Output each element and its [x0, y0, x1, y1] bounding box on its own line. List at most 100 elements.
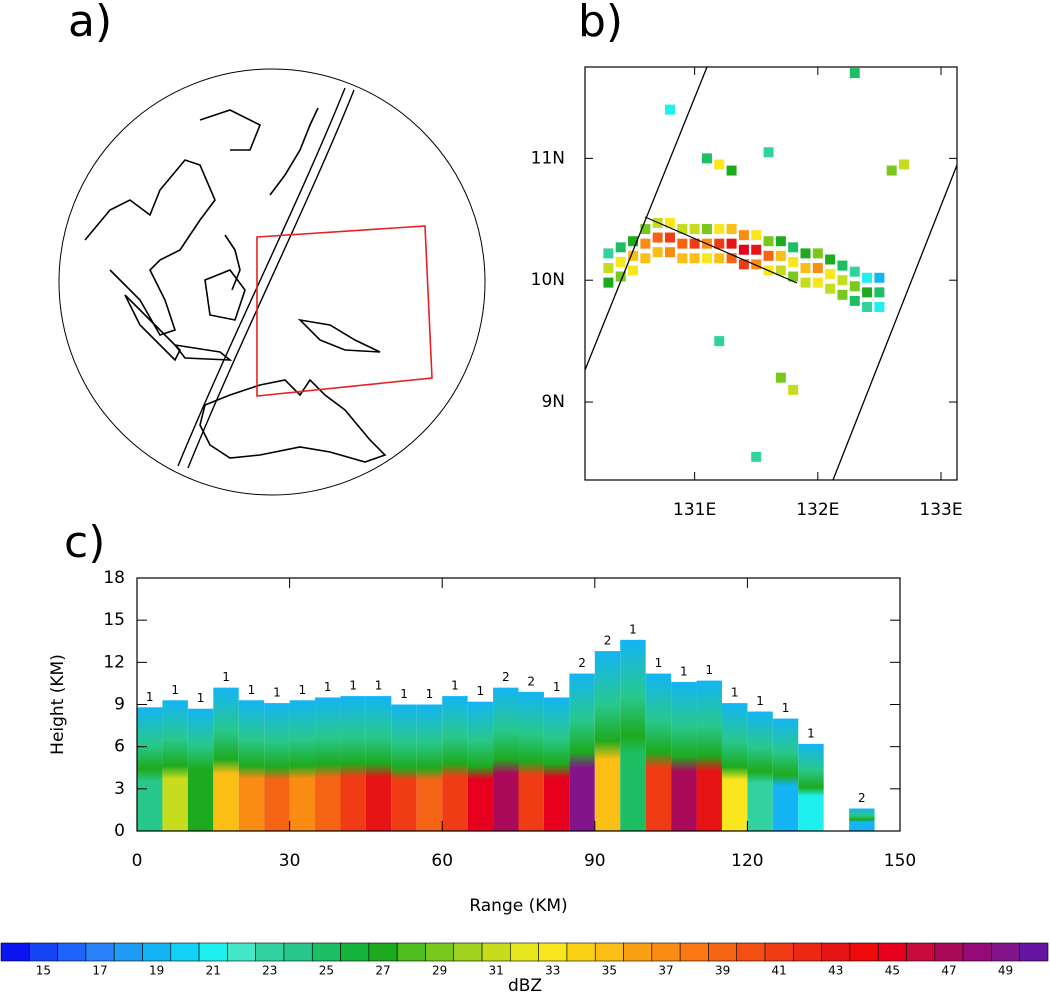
colorbar-box [198, 942, 228, 962]
colorbar-box [538, 942, 568, 962]
x-tick-label: 90 [584, 851, 606, 871]
column [493, 687, 519, 831]
colorbar-box [934, 942, 964, 962]
colorbar-box [991, 942, 1021, 962]
column [620, 639, 646, 831]
radar-cell [615, 256, 626, 267]
radar-cell [800, 277, 811, 288]
radar-cell [825, 269, 836, 280]
colorbar-box [708, 942, 738, 962]
radar-cell [701, 224, 712, 235]
count-label: 1 [146, 690, 154, 704]
count-label: 1 [680, 665, 688, 679]
y-tick-label: 0 [114, 821, 125, 841]
colorbar-box [142, 942, 172, 962]
radar-cell [652, 247, 663, 258]
swath-edge [832, 164, 957, 480]
y-tick-label: 9 [114, 695, 125, 715]
count-label: 1 [451, 679, 459, 693]
radar-cell [677, 224, 688, 235]
radar-cell [615, 242, 626, 253]
panel-label: c) [64, 517, 105, 568]
count-label: 1 [553, 680, 561, 694]
radar-cell [628, 265, 639, 276]
colorbar-box [453, 942, 483, 962]
column [391, 704, 417, 831]
colorbar-box [623, 942, 653, 962]
x-tick-label: 120 [731, 851, 763, 871]
domain-box [256, 225, 433, 397]
column [289, 700, 316, 831]
radar-cell [714, 336, 725, 347]
radar-cell [849, 266, 860, 277]
column [518, 691, 544, 831]
count-label: 1 [248, 683, 256, 697]
colorbar-box [113, 942, 143, 962]
x-tick-label: 150 [884, 851, 916, 871]
colorbar-box [170, 942, 200, 962]
count-label: 1 [756, 694, 764, 708]
radar-cell [677, 238, 688, 249]
radar-cell [825, 283, 836, 294]
count-label: 2 [527, 674, 535, 688]
colorbar-tick-label: 43 [828, 964, 843, 978]
colorbar-box [28, 942, 58, 962]
x-tick-label: 131E [673, 500, 716, 520]
radar-cell [640, 224, 651, 235]
colorbar-tick-label: 27 [375, 964, 390, 978]
y-tick-label: 12 [103, 652, 125, 672]
radar-cell [738, 244, 749, 255]
count-label: 1 [324, 680, 332, 694]
colorbar-tick-label: 19 [149, 964, 164, 978]
radar-cell [800, 248, 811, 259]
colorbar-box [57, 942, 87, 962]
count-label: 1 [400, 687, 408, 701]
y-axis-label: Height (KM) [48, 654, 68, 755]
colorbar-box [877, 942, 907, 962]
radar-cell [775, 250, 786, 261]
radar-cell [751, 259, 762, 270]
count-label: 1 [222, 670, 230, 684]
radar-cell [701, 153, 712, 164]
radar-cell [763, 236, 774, 247]
colorbar-tick-label: 29 [432, 964, 447, 978]
colorbar-box [906, 942, 936, 962]
column [594, 651, 621, 831]
column [162, 700, 188, 831]
radar-cell [677, 253, 688, 264]
colorbar-box [510, 942, 539, 962]
count-label: 1 [731, 686, 739, 700]
swath-edge [585, 67, 708, 371]
column [467, 701, 494, 831]
x-tick-label: 30 [279, 851, 301, 871]
radar-cell [628, 236, 639, 247]
radar-cell [726, 224, 737, 235]
radar-cell [615, 271, 626, 282]
radar-cell [788, 256, 799, 267]
colorbar-tick-label: 31 [489, 964, 504, 978]
count-label: 1 [375, 679, 383, 693]
frame [584, 66, 958, 481]
radar-cell [763, 147, 774, 158]
radar-cell [874, 287, 885, 298]
radar-cell [664, 217, 675, 228]
colorbar-box [368, 942, 398, 962]
colorbar-box [849, 942, 879, 962]
column [264, 703, 290, 831]
column [315, 697, 341, 831]
radar-cell [849, 295, 860, 306]
globe [58, 68, 486, 496]
count-label: 1 [807, 726, 815, 740]
radar-cell [862, 272, 873, 283]
count-label: 2 [604, 634, 612, 648]
colorbar-box [311, 942, 341, 962]
colorbar-tick-label: 47 [941, 964, 956, 978]
radar-cell [812, 263, 823, 274]
radar-cell [664, 104, 675, 115]
column [187, 708, 214, 831]
radar-cell [788, 384, 799, 395]
colorbar-box [425, 942, 455, 962]
radar-cell [812, 248, 823, 259]
x-axis-label: Range (KM) [469, 896, 567, 916]
column [569, 673, 595, 831]
